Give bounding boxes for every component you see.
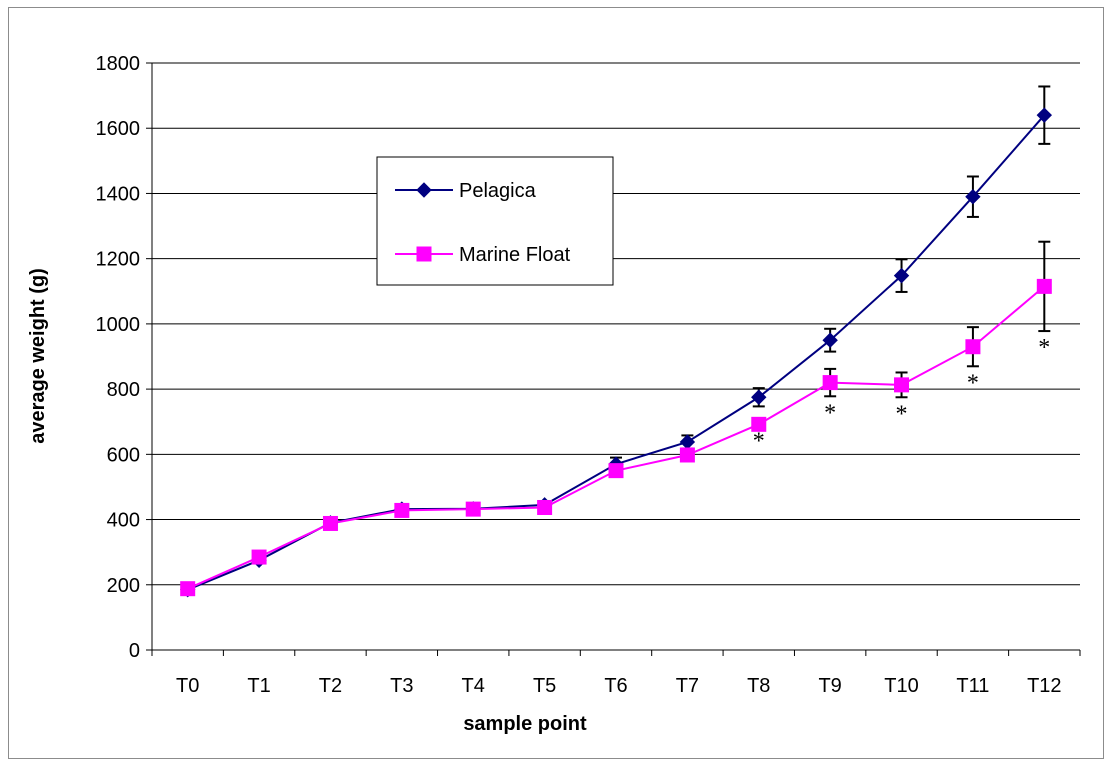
significance-asterisk: *: [1038, 335, 1050, 361]
y-tick-label: 1200: [96, 249, 141, 271]
legend-pelagica-marker: [416, 182, 432, 198]
marine-float-point: [965, 339, 981, 355]
marine-float-point: [608, 463, 624, 479]
significance-asterisk: *: [753, 428, 765, 454]
legend-marine-float-marker: [416, 246, 432, 262]
y-axis-title: average weight (g): [27, 268, 49, 444]
marine-float-point: [1036, 278, 1052, 294]
marine-float-point: [679, 447, 695, 463]
legend: Pelagica Marine Float: [376, 156, 614, 286]
x-tick-label: T4: [462, 675, 485, 697]
x-tick-label: T10: [884, 675, 918, 697]
y-tick-labels: 0 200 400 600 800 1000 1200 1400 1600 1800: [96, 53, 141, 662]
marine-float-line: [187, 285, 1045, 590]
significance-asterisk: *: [967, 370, 979, 396]
marine-float-point: [894, 377, 910, 393]
marine-float-point: [394, 502, 410, 518]
y-tick-label: 1800: [96, 53, 141, 75]
x-tick-label: T12: [1027, 675, 1061, 697]
legend-box: [376, 156, 614, 286]
series-lines: [187, 114, 1046, 591]
marine-float-point: [751, 416, 767, 432]
y-tick-label: 1600: [96, 118, 141, 140]
marine-float-point: [180, 581, 196, 597]
x-tick-label: T8: [747, 675, 770, 697]
chart-frame: [8, 7, 1104, 759]
marine-float-point: [822, 375, 838, 391]
x-tick-label: T6: [604, 675, 627, 697]
marine-float-point: [251, 549, 267, 565]
y-tick-label: 1400: [96, 183, 141, 205]
series-markers: [179, 107, 1053, 598]
y-tick-label: 200: [107, 575, 140, 597]
pelagica-line: [187, 114, 1046, 591]
pelagica-point: [965, 188, 981, 205]
pelagica-point: [679, 434, 696, 450]
marine-float-point: [465, 501, 481, 517]
marine-float-point: [537, 499, 553, 515]
marine-float-point: [322, 515, 338, 531]
x-tick-label: T9: [818, 675, 841, 697]
x-tick-label: T0: [176, 675, 199, 697]
significance-asterisk: *: [824, 400, 836, 426]
x-tick-label: T11: [956, 675, 989, 697]
x-tick-label: T5: [533, 675, 556, 697]
x-tick-label: T1: [247, 675, 270, 697]
x-tick-label: T7: [676, 675, 699, 697]
x-tick-label: T2: [319, 675, 342, 697]
pelagica-point: [1036, 107, 1053, 123]
x-tick-labels: T0 T1 T2 T3 T4 T5 T6 T7 T8 T9 T10 T11 T12: [176, 675, 1062, 697]
significance-annotations: * * * * *: [753, 335, 1051, 454]
axes: [146, 62, 1081, 656]
x-tick-label: T3: [390, 675, 413, 697]
x-axis-title: sample point: [463, 713, 587, 735]
significance-asterisk: *: [896, 401, 908, 427]
legend-marine-float-label: Marine Float: [459, 244, 571, 266]
y-tick-label: 1000: [96, 314, 141, 336]
gridlines: [152, 62, 1080, 586]
pelagica-point: [822, 332, 838, 348]
pelagica-point: [893, 267, 910, 284]
y-tick-label: 600: [107, 444, 140, 466]
pelagica-point: [751, 389, 767, 405]
y-tick-label: 0: [129, 640, 140, 662]
y-tick-label: 400: [107, 510, 140, 532]
y-tick-label: 800: [107, 379, 140, 401]
legend-pelagica-label: Pelagica: [459, 180, 537, 202]
